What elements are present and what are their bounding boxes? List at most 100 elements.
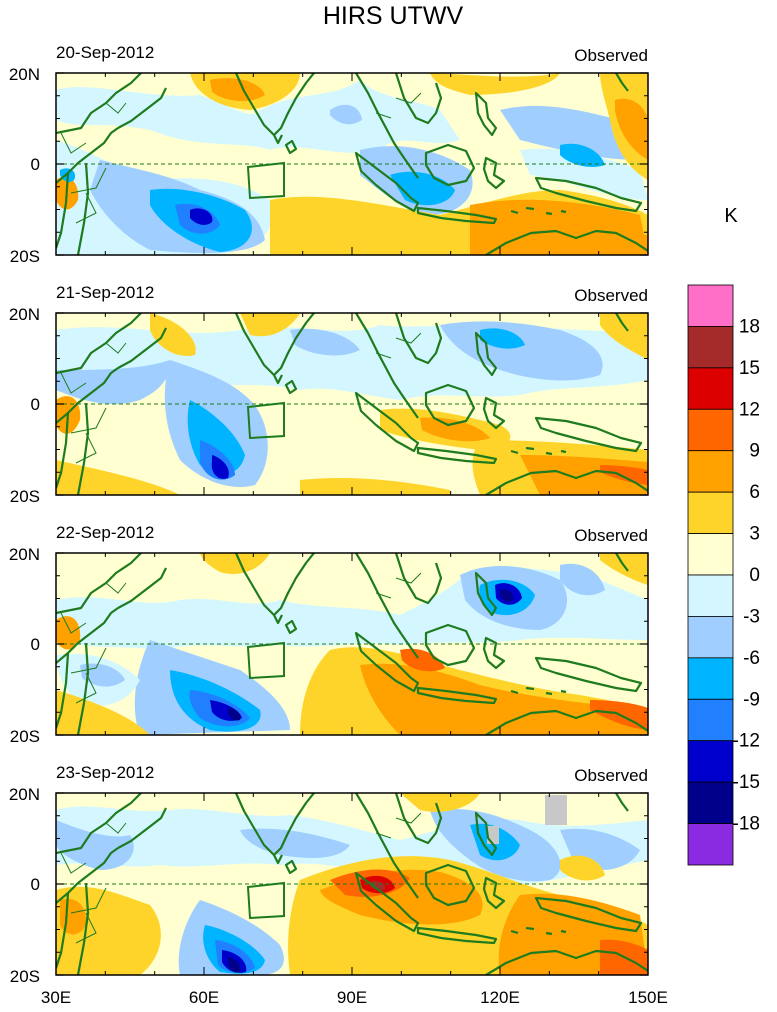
colorbar-label: -6	[743, 648, 760, 669]
coastline-path	[76, 402, 90, 495]
country-border	[60, 132, 87, 154]
colorbar-label: -18	[733, 814, 760, 835]
colorbar-label: 15	[739, 358, 760, 379]
colorbar-label: -12	[733, 731, 760, 752]
coastlines-panel-2	[56, 313, 648, 495]
coastline-path	[510, 209, 519, 215]
y-tick-label: 20N	[9, 65, 40, 84]
panel-2-date: 21-Sep-2012	[56, 283, 154, 302]
country-border	[60, 372, 87, 394]
coastline-path	[76, 642, 90, 735]
country-border	[375, 592, 392, 599]
coastline-path	[117, 807, 167, 849]
coastline-path	[482, 876, 506, 910]
panel-1-observed: Observed	[574, 46, 648, 65]
coastline-path	[474, 571, 498, 617]
country-border	[70, 407, 107, 434]
country-border	[105, 342, 127, 354]
y-tick-label: 20S	[10, 967, 40, 986]
country-border	[75, 432, 97, 464]
coastline-path	[560, 449, 567, 454]
colorbar-swatch	[687, 450, 734, 493]
colorbar-label: 18	[739, 316, 760, 337]
coastline-path	[394, 553, 443, 605]
y-tick-label: 20N	[9, 545, 40, 564]
coastline-path	[56, 892, 70, 969]
coastline-path	[284, 139, 298, 155]
coastline-path	[117, 87, 167, 129]
coastline-path	[534, 656, 643, 693]
panel-1-date: 20-Sep-2012	[56, 43, 154, 62]
coastline-path	[510, 929, 519, 935]
y-tick-label: 20S	[10, 487, 40, 506]
coastline-path	[534, 896, 643, 933]
coastline-path	[615, 793, 629, 812]
coastline-path	[234, 73, 315, 137]
y-tick-label: 20N	[9, 305, 40, 324]
coastline-path	[560, 689, 567, 694]
country-border	[105, 822, 127, 834]
coastline-path	[273, 134, 283, 145]
coastline-path	[485, 949, 648, 975]
coastline-path	[76, 882, 90, 975]
coastline-path	[424, 623, 476, 667]
coastline-path	[474, 331, 498, 377]
coastline-path	[560, 929, 567, 934]
country-border	[60, 612, 87, 634]
coastlines-panel-3	[56, 553, 648, 735]
y-tick-label: 0	[31, 155, 40, 174]
colorbar-swatch	[687, 367, 734, 410]
coastline-path	[482, 156, 506, 190]
coastline-path	[354, 871, 420, 933]
colorbar-label: 0	[749, 565, 760, 586]
coastline-path	[354, 391, 420, 453]
contour-field-3	[56, 553, 648, 735]
coastline-path	[416, 446, 498, 465]
coastlines-panel-1	[56, 73, 648, 255]
panel-2-observed: Observed	[574, 286, 648, 305]
x-tick-label: 60E	[189, 988, 219, 1007]
country-border	[75, 672, 97, 704]
study-area-box	[246, 641, 285, 680]
coastline-path	[234, 793, 315, 857]
colorbar: K 18 15 12 9 6 3 0 -3 -6 -9 -12 -15 -18	[687, 205, 760, 866]
coastline-path	[474, 91, 498, 137]
country-border	[375, 352, 392, 359]
panel-4-date: 23-Sep-2012	[56, 763, 154, 782]
coastline-path	[545, 451, 553, 456]
colorbar-swatch	[687, 657, 734, 700]
colorbar-label: 3	[749, 524, 760, 545]
y-tick-label: 0	[31, 635, 40, 654]
y-tick-label: 0	[31, 395, 40, 414]
y-tick-label: 20S	[10, 247, 40, 266]
coastline-path	[234, 553, 315, 617]
country-border	[395, 812, 422, 824]
colorbar-unit: K	[724, 205, 738, 227]
country-border	[60, 852, 87, 874]
coastline-path	[355, 313, 419, 419]
study-area-box	[246, 401, 285, 440]
coastline-path	[545, 691, 553, 696]
coastline-path	[485, 229, 648, 255]
colorbar-label: -9	[743, 689, 760, 710]
colorbar-swatch	[687, 408, 734, 452]
coastline-path	[534, 416, 643, 453]
panel-frames	[55, 72, 649, 976]
coastline-path	[510, 689, 519, 695]
coastline-path	[485, 709, 648, 735]
map-panel-3	[56, 553, 648, 735]
coastline-path	[354, 151, 420, 213]
coastline-path	[355, 73, 419, 179]
country-border	[75, 192, 97, 224]
coastline-path	[56, 652, 70, 729]
x-tick-label: 150E	[628, 988, 668, 1007]
colorbar-label: -15	[733, 772, 760, 793]
coastline-path	[615, 73, 629, 92]
colorbar-swatch	[687, 698, 734, 742]
colorbar-swatch	[687, 284, 734, 327]
coastline-path	[416, 926, 498, 945]
x-tick-label: 90E	[337, 988, 367, 1007]
coastline-path	[56, 172, 70, 249]
colorbar-swatch	[687, 326, 734, 369]
colorbar-label: 9	[749, 441, 760, 462]
